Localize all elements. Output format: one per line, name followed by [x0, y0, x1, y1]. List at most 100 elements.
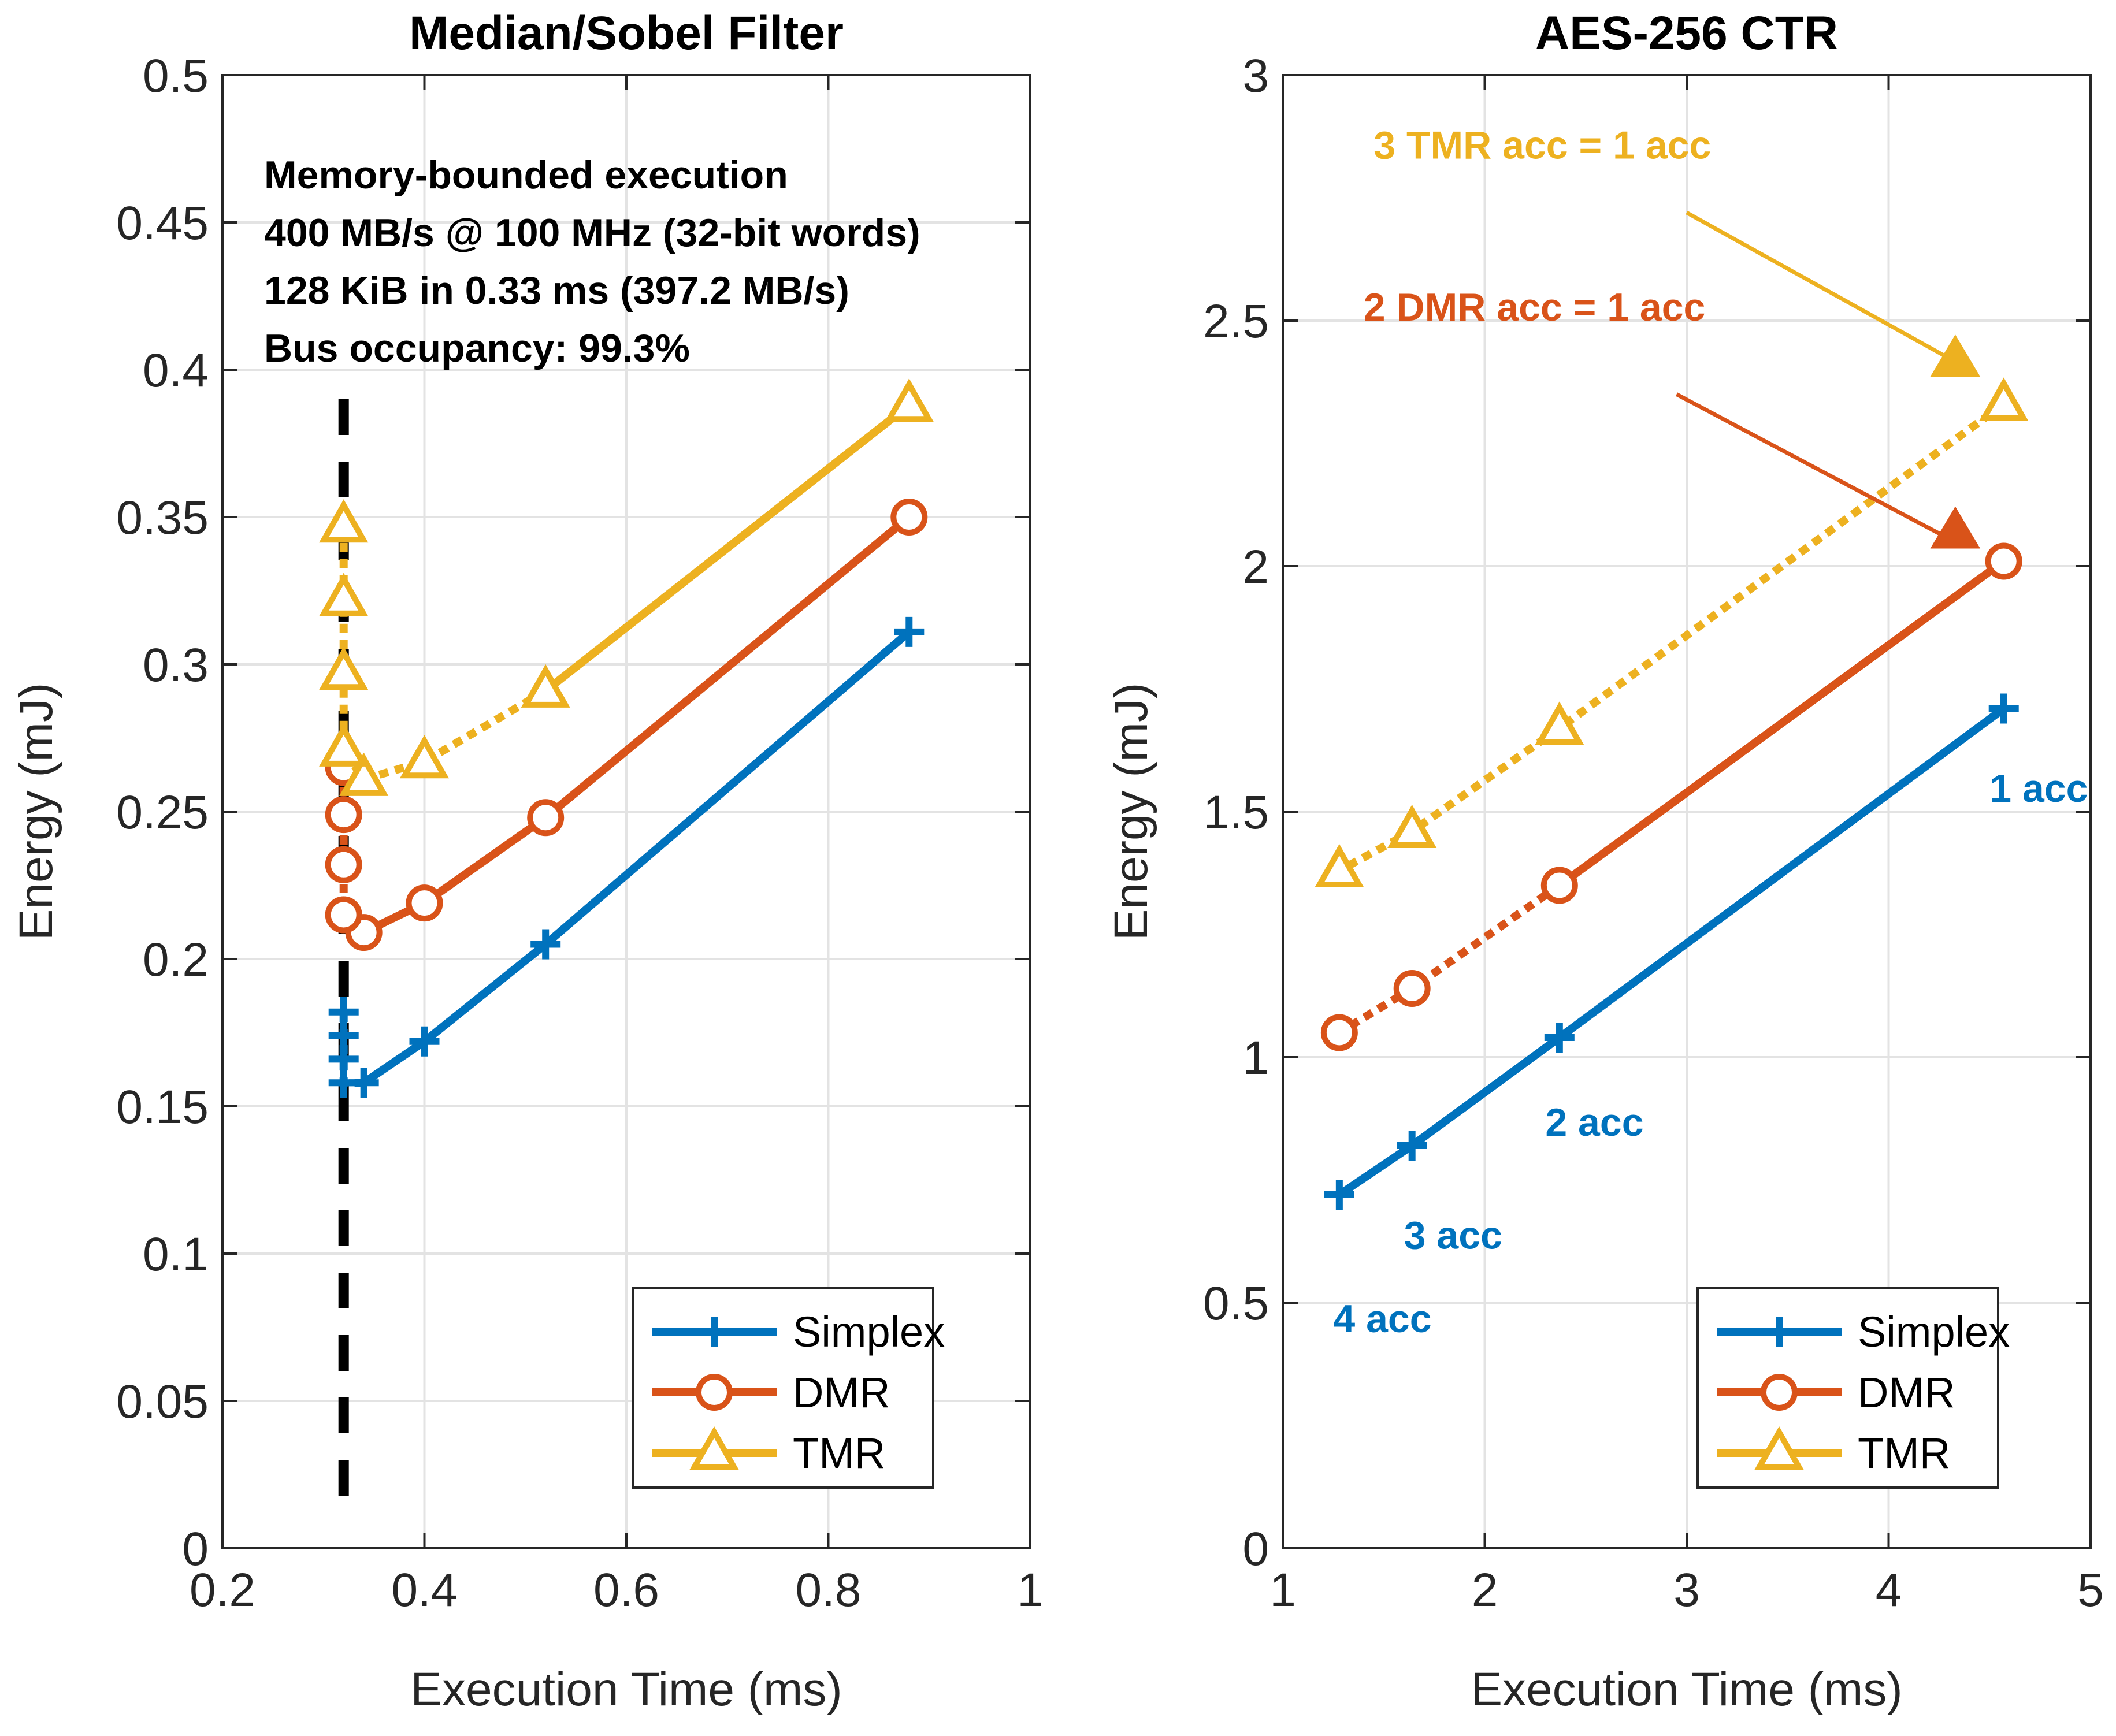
- panel-median-sobel: 0 0.05 0.1 0.15 0.2 0.25 0.3 0.35 0.4 0.45 0.5 0.2…: [10, 7, 1044, 1716]
- legend-label-tmr-left: TMR: [793, 1429, 885, 1477]
- y-axis-label-left: Energy (mJ): [10, 683, 62, 941]
- legend-marker-tmr-left: [689, 1426, 739, 1470]
- ytick-label-left-5: 0.25: [116, 786, 209, 839]
- ytick-label-left-8: 0.4: [143, 344, 209, 397]
- annotation-label-2: 1 acc: [1989, 767, 2088, 811]
- series-tmr-line-left: [543, 402, 912, 694]
- legend-label-simplex-left: Simplex: [793, 1308, 945, 1356]
- legend-marker-simplex-right: [1764, 1317, 1794, 1347]
- point-tmr-left-7: [319, 573, 369, 616]
- legend-label-dmr-right: DMR: [1858, 1369, 1955, 1417]
- xtick-label-right-1: 2: [1472, 1564, 1498, 1616]
- series-right: [1315, 334, 2029, 1210]
- point-dmr-left-6: [325, 846, 362, 883]
- arrowhead-marker-tmr-0: [1930, 334, 1981, 377]
- point-dmr-left-5: [325, 896, 362, 934]
- xtick-label-right-2: 3: [1673, 1564, 1700, 1616]
- point-dmr-left-0: [890, 499, 928, 536]
- point-tmr-right-3: [1315, 843, 1364, 887]
- point-dmr-left-2: [406, 884, 443, 922]
- legend-right: Simplex DMR TMR: [1696, 1287, 2010, 1489]
- ytick-label-right-0: 0: [1242, 1523, 1269, 1575]
- point-dmr-right-0: [1985, 542, 2022, 580]
- legend-symbol-dmr-right: [1761, 1374, 1798, 1411]
- point-tmr-right-0: [1979, 377, 2029, 421]
- annotation-arrow-0: [1686, 210, 1944, 357]
- legend-symbol-tmr-left: [689, 1426, 739, 1470]
- note-line-2: 128 KiB in 0.33 ms (397.2 MB/s): [264, 269, 849, 313]
- xtick-label-right-4: 5: [2077, 1564, 2104, 1616]
- point-tmr-right-2: [1387, 804, 1437, 848]
- point-dmr-right-3: [1393, 970, 1431, 1007]
- point-dmr-right-4: [1320, 1014, 1358, 1051]
- series-simplex-line-right: [1337, 705, 2006, 1198]
- ytick-label-left-7: 0.35: [116, 492, 209, 544]
- legend-symbol-simplex-left: [699, 1317, 729, 1347]
- annotation-label-4: 3 acc: [1404, 1214, 1502, 1258]
- point-tmr-left-5: [319, 723, 369, 767]
- ytick-label-right-1: 0.5: [1203, 1277, 1269, 1330]
- annotation-label-1: 2 DMR acc = 1 acc: [1364, 285, 1706, 329]
- series-left: [319, 378, 934, 1098]
- ytick-label-right-6: 3: [1242, 50, 1269, 102]
- legend-marker-dmr-left: [696, 1374, 733, 1411]
- xtick-label-left-4: 1: [1017, 1564, 1044, 1616]
- legend-marker-simplex-left: [699, 1317, 729, 1347]
- xtick-label-right-0: 1: [1269, 1564, 1296, 1616]
- ytick-label-left-0: 0: [182, 1523, 209, 1575]
- note-line-0: Memory-bounded execution: [264, 153, 788, 197]
- annotation-label-3: 2 acc: [1545, 1101, 1643, 1144]
- legend-label-tmr-right: TMR: [1858, 1429, 1950, 1477]
- legend-symbol-dmr-left: [696, 1374, 733, 1411]
- panel-aes: 0 0.5 1 1.5 2 2.5 3 1 2 3 4 5 3 TMR acc = 1 acc 2 D…: [1105, 7, 2104, 1716]
- point-tmr-left-6: [319, 646, 369, 690]
- point-simplex-right-2: [1397, 1131, 1427, 1161]
- xtick-label-right-3: 4: [1876, 1564, 1902, 1616]
- legend-marker-tmr-right: [1754, 1426, 1804, 1470]
- series-tmr-dotted-right: [1337, 400, 2006, 875]
- series-dmr-dotted-right: [1337, 882, 1562, 1036]
- ytick-label-right-4: 2: [1242, 541, 1269, 593]
- annotation-label-0: 3 TMR acc = 1 acc: [1373, 124, 1711, 168]
- legend-left: Simplex DMR TMR: [632, 1287, 945, 1489]
- point-tmr-left-0: [884, 378, 934, 422]
- ytick-label-right-5: 2.5: [1203, 295, 1269, 348]
- point-simplex-right-0: [1988, 693, 2019, 724]
- annotation-arrow-1: [1675, 392, 1946, 539]
- point-simplex-right-3: [1324, 1180, 1354, 1210]
- series-tmr-dotted-left: [339, 526, 548, 785]
- xtick-label-left-0: 0.2: [190, 1564, 255, 1616]
- legend-label-simplex-right: Simplex: [1858, 1308, 2010, 1356]
- y-axis-label-right: Energy (mJ): [1105, 683, 1157, 941]
- ytick-label-left-3: 0.15: [116, 1081, 209, 1133]
- point-dmr-right-1: [1540, 867, 1578, 904]
- x-ticks-left: 0.2 0.4 0.6 0.8 1: [190, 75, 1044, 1616]
- point-tmr-left-8: [319, 499, 369, 543]
- point-simplex-left-1: [530, 929, 561, 960]
- point-tmr-left-3: [399, 735, 450, 779]
- ytick-label-left-9: 0.45: [116, 197, 209, 250]
- point-tmr-right-1: [1535, 701, 1584, 745]
- ytick-label-left-2: 0.1: [143, 1228, 209, 1281]
- point-simplex-left-2: [409, 1026, 440, 1057]
- xtick-label-left-2: 0.6: [593, 1564, 659, 1616]
- series-dmr-line-right: [1557, 557, 2006, 889]
- note-line-1: 400 MB/s @ 100 MHz (32-bit words): [264, 211, 920, 255]
- x-axis-label-left: Execution Time (ms): [410, 1663, 842, 1716]
- legend-symbol-simplex-right: [1764, 1317, 1794, 1347]
- chart-title-right: AES-256 CTR: [1535, 7, 1838, 60]
- point-tmr-left-4: [339, 752, 389, 796]
- x-axis-label-right: Execution Time (ms): [1471, 1663, 1902, 1716]
- arrowhead-marker-dmr-1: [1930, 506, 1981, 549]
- legend-marker-dmr-right: [1761, 1374, 1798, 1411]
- annotations-right: 3 TMR acc = 1 acc 2 DMR acc = 1 acc 1 acc 2…: [1333, 124, 2088, 1341]
- ytick-label-left-6: 0.3: [143, 639, 209, 692]
- point-simplex-left-0: [894, 616, 925, 647]
- annotation-label-5: 4 acc: [1333, 1297, 1431, 1341]
- x-ticks-right: 1 2 3 4 5: [1269, 75, 2104, 1616]
- point-simplex-left-8: [328, 997, 359, 1027]
- series-simplex-line-left: [361, 629, 912, 1086]
- point-tmr-left-1: [521, 664, 570, 708]
- point-simplex-right-1: [1544, 1023, 1575, 1053]
